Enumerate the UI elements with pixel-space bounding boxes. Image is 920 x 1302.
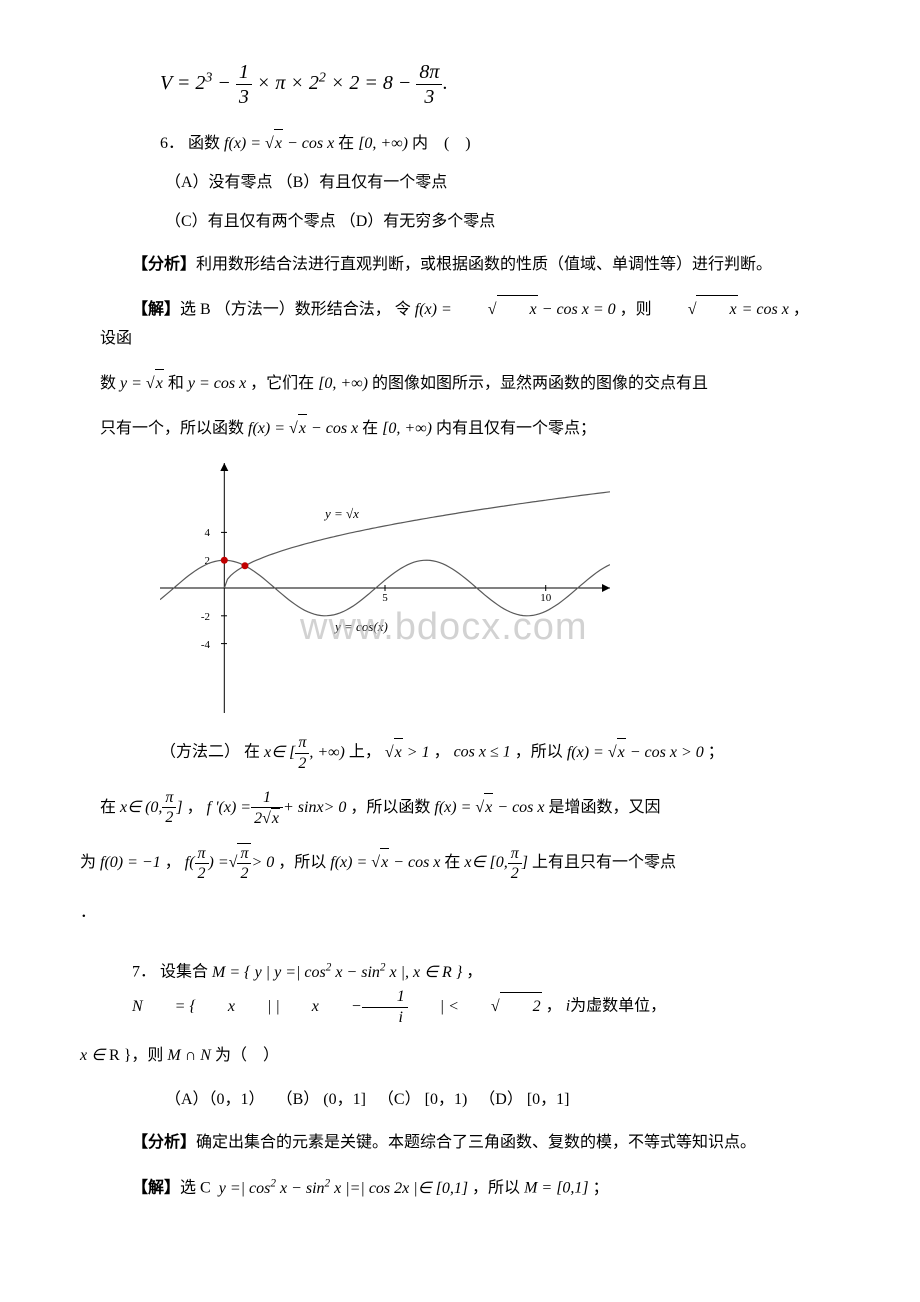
m2-l3-t4: 在 [444, 854, 460, 871]
m2-l2-t1: 在 [100, 799, 116, 816]
q6-options-row2: （C）有且仅有两个零点 （D）有无穷多个零点 [165, 208, 820, 237]
m2-label: （方法二） [160, 744, 240, 761]
q7-sol-t1: ，所以 [472, 1180, 520, 1197]
q7-opt-a: （A）（0，1） [165, 1091, 265, 1108]
dot-origin [221, 557, 228, 564]
q7-mid2: ， [546, 998, 562, 1015]
q6-solution-line2: 数 y = x 和 y = cos x ，它们在 [0, +∞) 的图像如图所示… [100, 369, 820, 399]
q6-method2-line2: 在 x ∈ (0, π2] ， f '(x) = 12x + sin x > 0… [100, 788, 820, 828]
m1-t7: 在 [362, 420, 378, 437]
graph-svg: 4 2 -2 -4 5 10 y = √x y = cos(x) [160, 463, 610, 713]
m2-l2-t4: 是增函数，又因 [549, 799, 661, 816]
analysis-text: 利用数形结合法进行直观判断，或根据函数的性质（值域、单调性等）进行判断。 [196, 256, 772, 273]
m2-l3-t2: ， [165, 854, 181, 871]
volume-formula: V = 23 − 13 × π × 22 × 2 = 8 − 8π3. [160, 60, 820, 109]
m1-l2p: 数 [100, 375, 116, 392]
m1-t2: ，则 [620, 301, 652, 318]
sqrt-curve [224, 492, 610, 588]
analysis-label: 【分析】 [132, 256, 196, 273]
q7-analysis: 【分析】确定出集合的元素是关键。本题综合了三角函数、复数的模，不等式等知识点。 [100, 1129, 820, 1158]
q6-option-b: （B）有且仅有一个零点 [277, 174, 448, 191]
q6-option-d: （D）有无穷多个零点 [340, 213, 496, 230]
q6-method2-line3: 为 f(0) = −1 ， f(π2) = π2 > 0 ，所以 f(x) = … [80, 843, 820, 883]
method1-label: （方法一）数形结合法， [215, 301, 391, 318]
dot-intersection [241, 563, 248, 570]
m2-l2-t3: ，所以函数 [350, 799, 430, 816]
q7-analysis-text: 确定出集合的元素是关键。本题综合了三角函数、复数的模，不等式等知识点。 [196, 1134, 756, 1151]
m2-l3-t1: 为 [80, 854, 96, 871]
m1-t4: 和 [168, 375, 184, 392]
m2-l4: ． [80, 904, 96, 921]
q7-opt-c: （C） [378, 1091, 421, 1108]
q6-mid: 在 [338, 135, 354, 152]
svg-text:4: 4 [205, 527, 211, 539]
question-7: 7． 设集合 M = { y | y =| cos2 x − sin2 x |,… [100, 957, 820, 1027]
q7-opt-d: （D） [479, 1091, 523, 1108]
svg-text:10: 10 [540, 592, 552, 604]
q6-prefix: 函数 [188, 135, 220, 152]
m1-t8: 内有且仅有一个零点； [436, 420, 596, 437]
q7-options: （A）（0，1） （B） (0，1] （C） [0，1) （D） [0，1] [165, 1086, 820, 1115]
q7-number: 7． [132, 964, 156, 981]
question-7-line2: x ∈ R }，则 M ∩ N 为（ ） [80, 1042, 820, 1071]
q7-idesc: 为虚数单位， [570, 998, 666, 1015]
q7-suffix: 为（ ） [215, 1047, 279, 1064]
m1-t1: 令 [395, 301, 411, 318]
q6-option-c: （C）有且仅有两个零点 [165, 213, 336, 230]
q7-sol-label: 【解】 [132, 1180, 180, 1197]
svg-text:5: 5 [382, 592, 388, 604]
q6-suffix: 内 ( ) [412, 135, 471, 152]
m1-t5: ，它们在 [250, 375, 314, 392]
q6-solution-line3: 只有一个，所以函数 f(x) = x − cos x 在 [0, +∞) 内有且… [100, 414, 820, 444]
m2-l2-t2: ， [187, 799, 203, 816]
q6-method2-line4: ． [80, 899, 820, 928]
solution-label: 【解】 [132, 301, 180, 318]
svg-text:-4: -4 [201, 639, 211, 651]
m2-l3-t3: ，所以 [278, 854, 326, 871]
cos-label: y = cos(x) [333, 619, 388, 634]
q7-analysis-label: 【分析】 [132, 1134, 196, 1151]
q7-mid: ， [466, 964, 482, 981]
q7-opt-b: （B） [277, 1091, 320, 1108]
q6-options-row1: （A）没有零点 （B）有且仅有一个零点 [165, 169, 820, 198]
m2-l1-t1: 在 [244, 744, 260, 761]
sqrt-label: y = √x [323, 506, 359, 521]
m2-l1-t4: ，所以 [515, 744, 563, 761]
q7-sol-answer: 选 C [180, 1180, 211, 1197]
m1-l3p: 只有一个，所以函数 [100, 420, 244, 437]
m1-t6: 的图像如图所示，显然两函数的图像的交点有且 [372, 375, 708, 392]
sol-answer: 选 B [180, 301, 211, 318]
m2-l3-t5: 上有且只有一个零点 [532, 854, 676, 871]
q7-l2-suffix: }，则 [124, 1047, 164, 1064]
q6-analysis: 【分析】利用数形结合法进行直观判断，或根据函数的性质（值域、单调性等）进行判断。 [100, 251, 820, 280]
q6-method2-line1: （方法二） 在 x ∈ [π2, +∞) 上， x > 1 ， cos x ≤ … [160, 733, 820, 772]
question-6: 6． 函数 f(x) = x − cos x 在 [0, +∞) 内 ( ) [160, 129, 820, 159]
q6-number: 6． [160, 135, 184, 152]
m2-l1-t5: ； [708, 744, 724, 761]
q7-prefix: 设集合 [160, 964, 208, 981]
m2-l1-t3: ， [434, 744, 450, 761]
function-graph: 4 2 -2 -4 5 10 y = √x y = cos(x) www.bdo… [160, 463, 610, 713]
q7-solution: 【解】选 C y =| cos2 x − sin2 x |=| cos 2x |… [100, 1173, 820, 1203]
svg-text:-2: -2 [201, 611, 210, 623]
q6-solution-line1: 【解】选 B （方法一）数形结合法， 令 f(x) = x − cos x = … [100, 295, 820, 354]
q6-option-a: （A）没有零点 [165, 174, 273, 191]
m2-l1-t2: 上， [349, 744, 381, 761]
q7-sol-t2: ； [593, 1180, 609, 1197]
